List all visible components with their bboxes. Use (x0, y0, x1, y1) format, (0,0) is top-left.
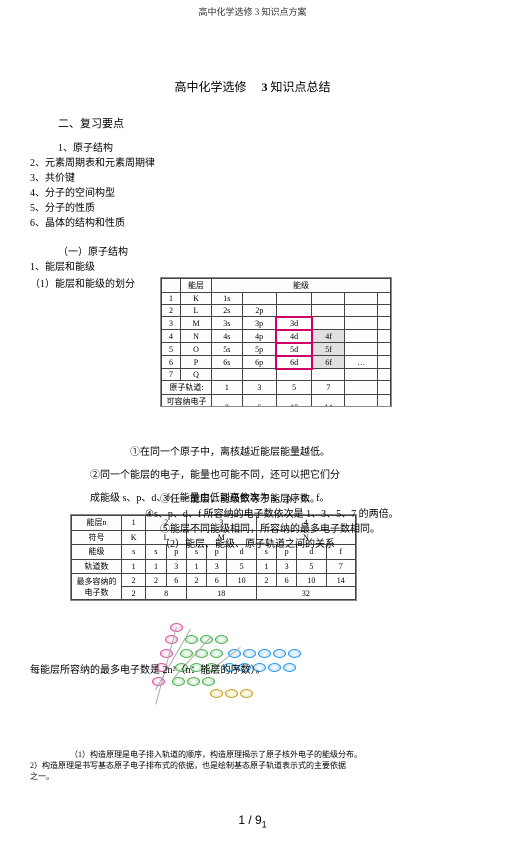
point-item: 1、原子结构 (58, 141, 475, 156)
page-number: 1 / 9 (238, 813, 261, 827)
title-num: 3 (262, 80, 268, 94)
para-line: ⑤能层不同能级相同，所容纳的最多电子数相同。 (160, 520, 505, 535)
para-line: ②同一个能层的电子，能量也可能不同，还可以把它们分 (90, 468, 455, 483)
footer: 1 / 91 (30, 813, 475, 829)
orbital-circle (202, 677, 215, 686)
para-line: ①在同一个原子中，离核越近能层能量越低。 (130, 445, 455, 460)
para3-line: 2）构造原理是书写基态原子电子排布式的依据，也是绘制基态原子轨道表示式的主要依据 (30, 760, 475, 771)
para-line: ④s、p、d、f 所容纳的电子数依次是 1、3、5、7 的两倍。 (145, 505, 505, 520)
title-left: 高中化学选修 (174, 80, 246, 94)
para-line: ③任一能层，能级数等于能层序数。 (160, 490, 505, 505)
point-item: 5、分子的性质 (30, 201, 475, 216)
orbital-circle (288, 649, 301, 658)
orbital-circle (240, 689, 253, 698)
th: 能级 (212, 279, 391, 293)
sub-heading: （一）原子结构 (58, 243, 475, 258)
sub-sub-item: （1）能层和能级的划分 (30, 277, 150, 292)
energy-table: 能层 能级 1K1s 2L2s2p 3M3s3p3d 4N4s4p4d4f 5O… (161, 278, 391, 407)
orbital-circle (258, 649, 271, 658)
para-table-overlap: ①在同一个原子中，离核越近能层能量越低。 ②同一个能层的电子，能量也可能不同，还… (30, 445, 475, 601)
orbital-circle (210, 689, 223, 698)
page: 高中化学选修 3 知识点方案 高中化学选修 3 知识点总结 二、复习要点 1、原… (0, 0, 505, 849)
point-item: 6、晶体的结构和性质 (30, 216, 475, 231)
orbital-circle (243, 649, 256, 658)
title-right: 知识点总结 (271, 80, 331, 94)
orbital-circle (215, 635, 228, 644)
orbital-circle (187, 677, 200, 686)
orbital-circle (210, 649, 223, 658)
orbital-circle (273, 649, 286, 658)
orbital-circle (160, 649, 173, 658)
diagram-row: 每能层所容纳的最多电子数是 2n²（n：能层的序数）。 (30, 619, 475, 719)
section-review: 二、复习要点 (58, 115, 475, 131)
doc-title: 高中化学选修 3 知识点总结 (30, 78, 475, 95)
doc-header: 高中化学选修 3 知识点方案 (30, 5, 475, 18)
para2: 每能层所容纳的最多电子数是 2n²（n：能层的序数）。 (30, 661, 505, 676)
page-number-sub: 1 (262, 819, 267, 829)
para3: （1）构造原理是电子排入轨道的顺序，构造原理揭示了原子核外电子的能级分布。 2）… (30, 749, 475, 783)
sub-item: 1、能层和能级 (30, 260, 475, 275)
table-image-1: 能层 能级 1K1s 2L2s2p 3M3s3p3d 4N4s4p4d4f 5O… (160, 277, 392, 407)
row-table1: （1）能层和能级的划分 能层 能级 1K1s 2L2s2p 3M3s3p3d 4… (30, 277, 475, 407)
para3-line: （1）构造原理是电子排入轨道的顺序，构造原理揭示了原子核外电子的能级分布。 (70, 749, 475, 760)
point-item: 4、分子的空间构型 (30, 186, 475, 201)
th: 能层 (181, 279, 212, 293)
point-item: 2、元素周期表和元素周期律 (30, 156, 475, 171)
para-line: （2）能层、能级、原子轨道之间的关系 (160, 535, 505, 550)
th (162, 279, 181, 293)
orbital-circle (225, 689, 238, 698)
para3-line: 之一。 (30, 771, 475, 782)
point-item: 3、共价键 (30, 171, 475, 186)
orbital-circle (185, 635, 198, 644)
points-list: 1、原子结构 2、元素周期表和元素周期律 3、共价键 4、分子的空间构型 5、分… (30, 141, 475, 231)
